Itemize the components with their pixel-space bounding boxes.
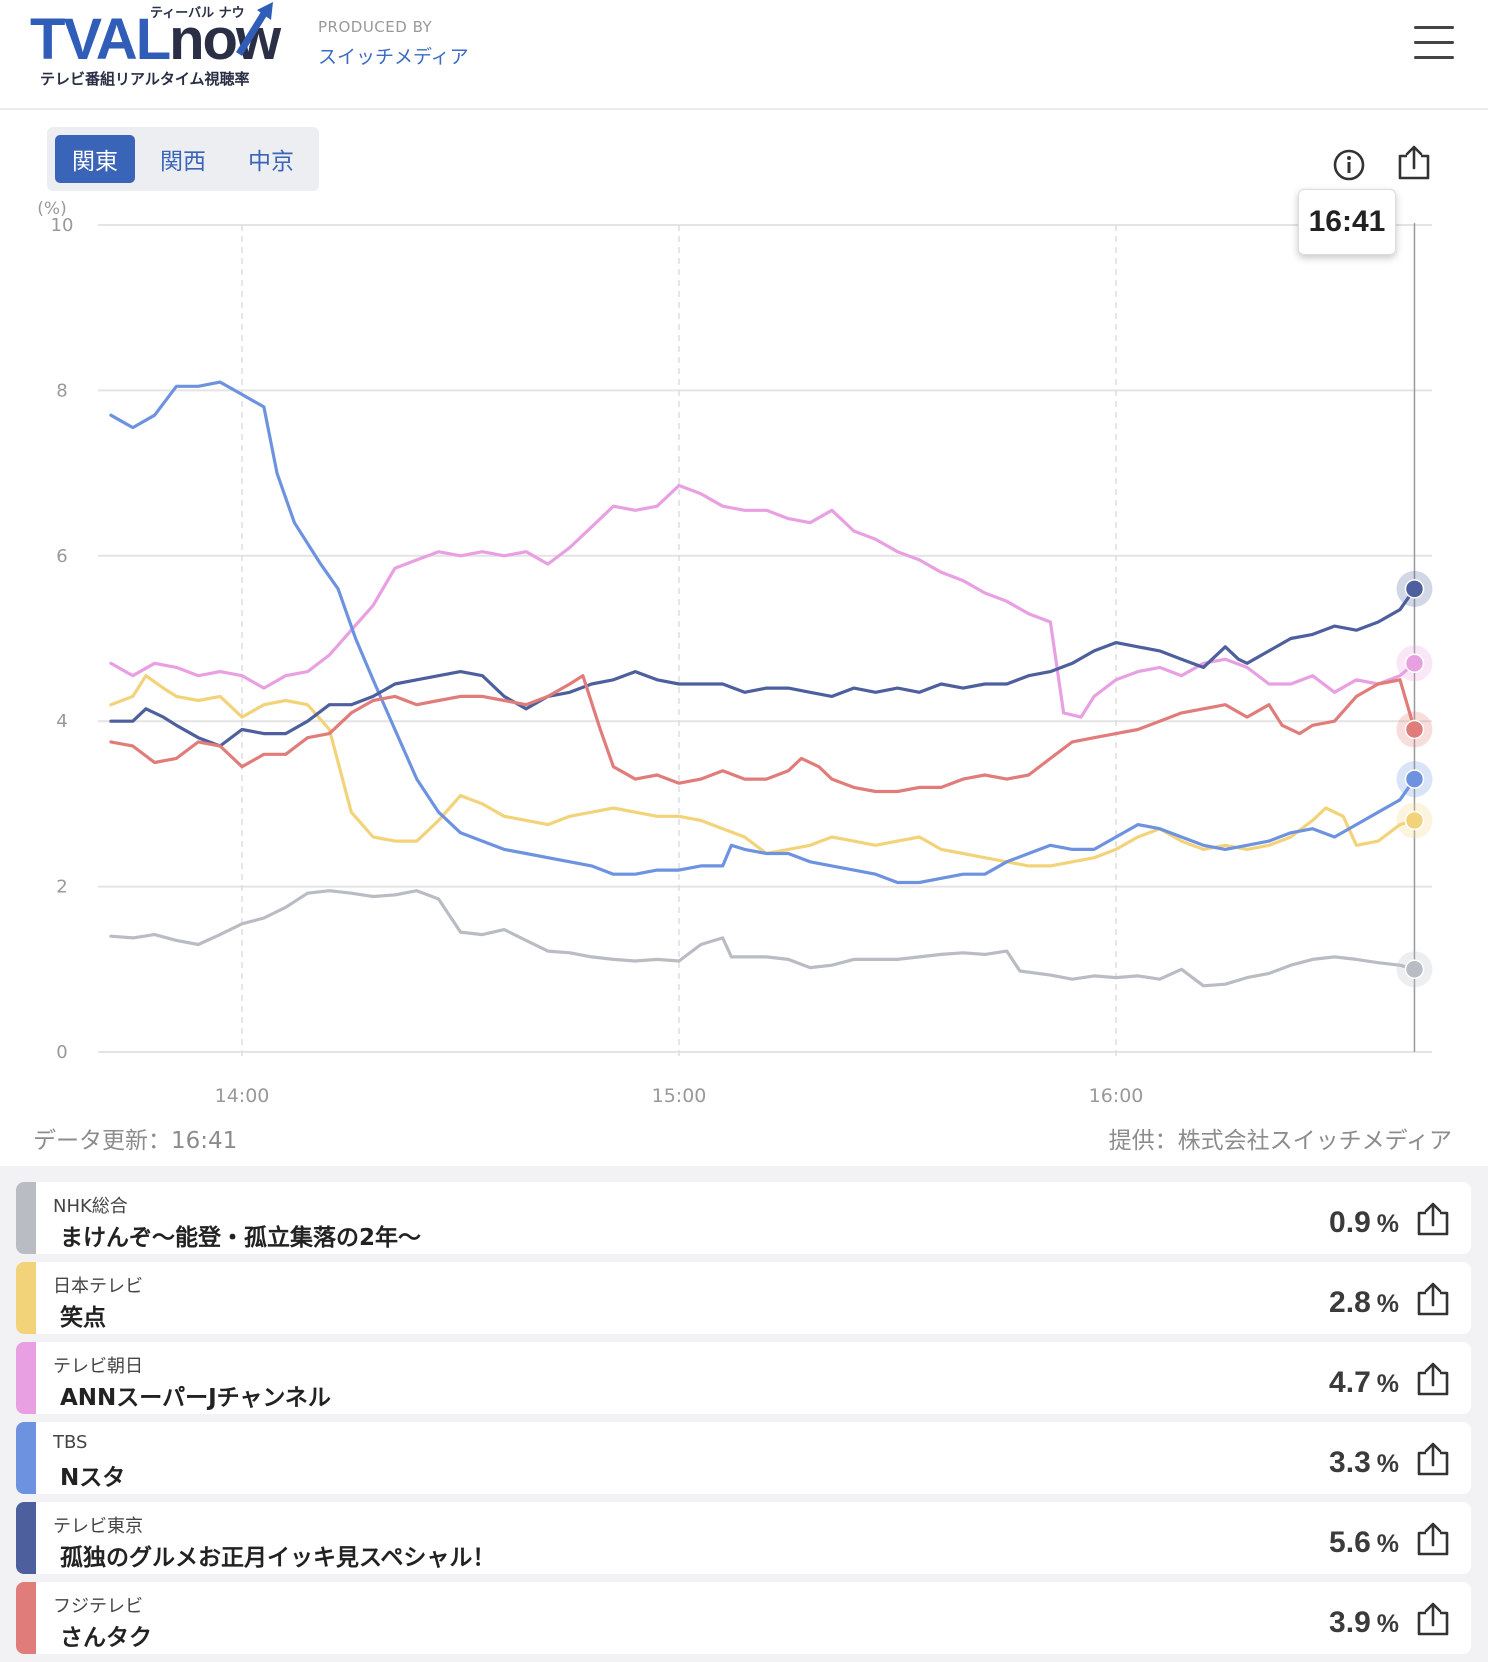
y-tick-label: 4 — [56, 711, 67, 732]
share-icon[interactable] — [1415, 1601, 1451, 1637]
program-title: Nスタ — [60, 1465, 126, 1491]
viewing-rate-chart: (%) 0 2 4 6 8 10 14:00 15:00 16:00 — [0, 195, 1488, 1107]
channel-color-bar — [16, 1262, 36, 1334]
channel-color-bar — [16, 1582, 36, 1654]
station-name: NHK総合 — [53, 1196, 128, 1217]
station-name: フジテレビ — [53, 1596, 143, 1617]
channel-color-bar — [16, 1182, 36, 1254]
channel-color-bar — [16, 1422, 36, 1494]
current-value-dot — [1404, 769, 1425, 789]
rating-number: 4.7 — [1329, 1366, 1371, 1399]
logo-arrow-icon — [236, 2, 273, 56]
series-line — [109, 483, 1417, 719]
region-tabs: 関東 関西 中京 — [47, 127, 319, 191]
program-row-tv-asahi[interactable]: テレビ朝日 ANNスーパーJチャンネル 4.7% — [16, 1342, 1471, 1414]
share-icon[interactable] — [1415, 1281, 1451, 1317]
share-icon[interactable] — [1415, 1521, 1451, 1557]
logo-subtitle: テレビ番組リアルタイム視聴率 — [40, 70, 250, 88]
rating-unit: % — [1376, 1450, 1399, 1478]
rating-value: 5.6% — [1329, 1526, 1399, 1560]
share-icon[interactable] — [1415, 1361, 1451, 1397]
info-icon[interactable] — [1332, 148, 1366, 182]
series-line — [109, 674, 1417, 868]
rating-unit: % — [1376, 1530, 1399, 1558]
series-line — [109, 587, 1417, 748]
y-tick-label: 2 — [56, 877, 67, 898]
share-icon[interactable] — [1415, 1441, 1451, 1477]
rating-number: 3.3 — [1329, 1446, 1371, 1479]
rating-number: 0.9 — [1329, 1206, 1371, 1239]
chart-series — [109, 380, 1417, 988]
app-header: TVALnow ティーバル ナウ テレビ番組リアルタイム視聴率 PRODUCED… — [0, 0, 1488, 110]
logo-kana: ティーバル ナウ — [150, 6, 245, 21]
menu-line-icon — [1414, 26, 1454, 29]
channel-color-bar — [16, 1502, 36, 1574]
rating-value: 3.9% — [1329, 1606, 1399, 1640]
series-line — [109, 380, 1417, 885]
tab-chukyo[interactable]: 中京 — [248, 149, 294, 175]
series-line — [109, 674, 1417, 794]
current-value-dot — [1404, 579, 1425, 599]
y-tick-label: 10 — [51, 215, 74, 236]
tab-kansai[interactable]: 関西 — [160, 149, 206, 175]
program-title: まけんぞ〜能登・孤立集落の2年〜 — [60, 1225, 422, 1251]
station-name: テレビ東京 — [53, 1516, 143, 1537]
program-list: NHK総合 まけんぞ〜能登・孤立集落の2年〜 0.9% 日本テレビ 笑点 2.8… — [0, 1166, 1488, 1662]
rating-number: 2.8 — [1329, 1286, 1371, 1319]
share-chart-icon[interactable] — [1396, 144, 1432, 182]
logo-text-a: TVAL — [30, 7, 171, 72]
program-title: さんタク — [60, 1625, 152, 1651]
program-row-ntv[interactable]: 日本テレビ 笑点 2.8% — [16, 1262, 1471, 1334]
channel-color-bar — [16, 1342, 36, 1414]
program-row-fuji[interactable]: フジテレビ さんタク 3.9% — [16, 1582, 1471, 1654]
produced-by-label: PRODUCED BY — [318, 18, 433, 36]
series-line — [109, 889, 1417, 988]
rating-number: 5.6 — [1329, 1526, 1371, 1559]
program-title: 笑点 — [60, 1305, 106, 1331]
station-name: テレビ朝日 — [53, 1356, 143, 1377]
rating-value: 0.9% — [1329, 1206, 1399, 1240]
x-tick-label: 14:00 — [215, 1085, 270, 1105]
share-icon[interactable] — [1415, 1201, 1451, 1237]
current-value-dot — [1404, 719, 1425, 740]
current-time-badge: 16:41 — [1298, 189, 1396, 255]
chart-current-dots — [1396, 570, 1433, 988]
y-axis-unit-label: (%) — [37, 199, 66, 219]
rating-value: 4.7% — [1329, 1366, 1399, 1400]
current-value-dot — [1404, 653, 1425, 674]
rating-unit: % — [1376, 1210, 1399, 1238]
current-value-dot — [1404, 810, 1425, 831]
menu-line-icon — [1414, 56, 1454, 59]
producer-link[interactable]: スイッチメディア — [318, 46, 469, 68]
data-updated-text: データ更新：16:41 — [33, 1128, 238, 1154]
y-tick-label: 8 — [56, 380, 67, 401]
chart-svg: (%) 0 2 4 6 8 10 14:00 15:00 16:00 — [37, 199, 1433, 1107]
program-row-tbs[interactable]: TBS Nスタ 3.3% — [16, 1422, 1471, 1494]
rating-unit: % — [1376, 1290, 1399, 1318]
chart-grid: (%) 0 2 4 6 8 10 14:00 15:00 16:00 — [37, 199, 1432, 1107]
station-name: TBS — [53, 1432, 88, 1453]
tab-kanto[interactable]: 関東 — [55, 135, 135, 183]
y-tick-label: 0 — [56, 1042, 67, 1063]
y-tick-label: 6 — [56, 546, 67, 567]
rating-number: 3.9 — [1329, 1606, 1371, 1639]
program-title: 孤独のグルメお正月イッキ見スペシャル！ — [60, 1545, 496, 1571]
current-value-dot — [1404, 959, 1425, 980]
tvalnow-logo[interactable]: TVALnow ティーバル ナウ テレビ番組リアルタイム視聴率 — [30, 2, 281, 94]
rating-value: 2.8% — [1329, 1286, 1399, 1320]
rating-value: 3.3% — [1329, 1446, 1399, 1480]
program-row-nhk[interactable]: NHK総合 まけんぞ〜能登・孤立集落の2年〜 0.9% — [16, 1182, 1471, 1254]
data-credit-text: 提供：株式会社スイッチメディア — [1108, 1128, 1452, 1154]
program-title: ANNスーパーJチャンネル — [60, 1385, 331, 1411]
x-tick-label: 16:00 — [1089, 1085, 1144, 1105]
rating-unit: % — [1376, 1610, 1399, 1638]
rating-unit: % — [1376, 1370, 1399, 1398]
menu-line-icon — [1414, 41, 1454, 44]
x-tick-label: 15:00 — [652, 1085, 707, 1105]
program-row-tv-tokyo[interactable]: テレビ東京 孤独のグルメお正月イッキ見スペシャル！ 5.6% — [16, 1502, 1471, 1574]
station-name: 日本テレビ — [53, 1276, 143, 1297]
hamburger-menu-button[interactable] — [1414, 24, 1456, 60]
